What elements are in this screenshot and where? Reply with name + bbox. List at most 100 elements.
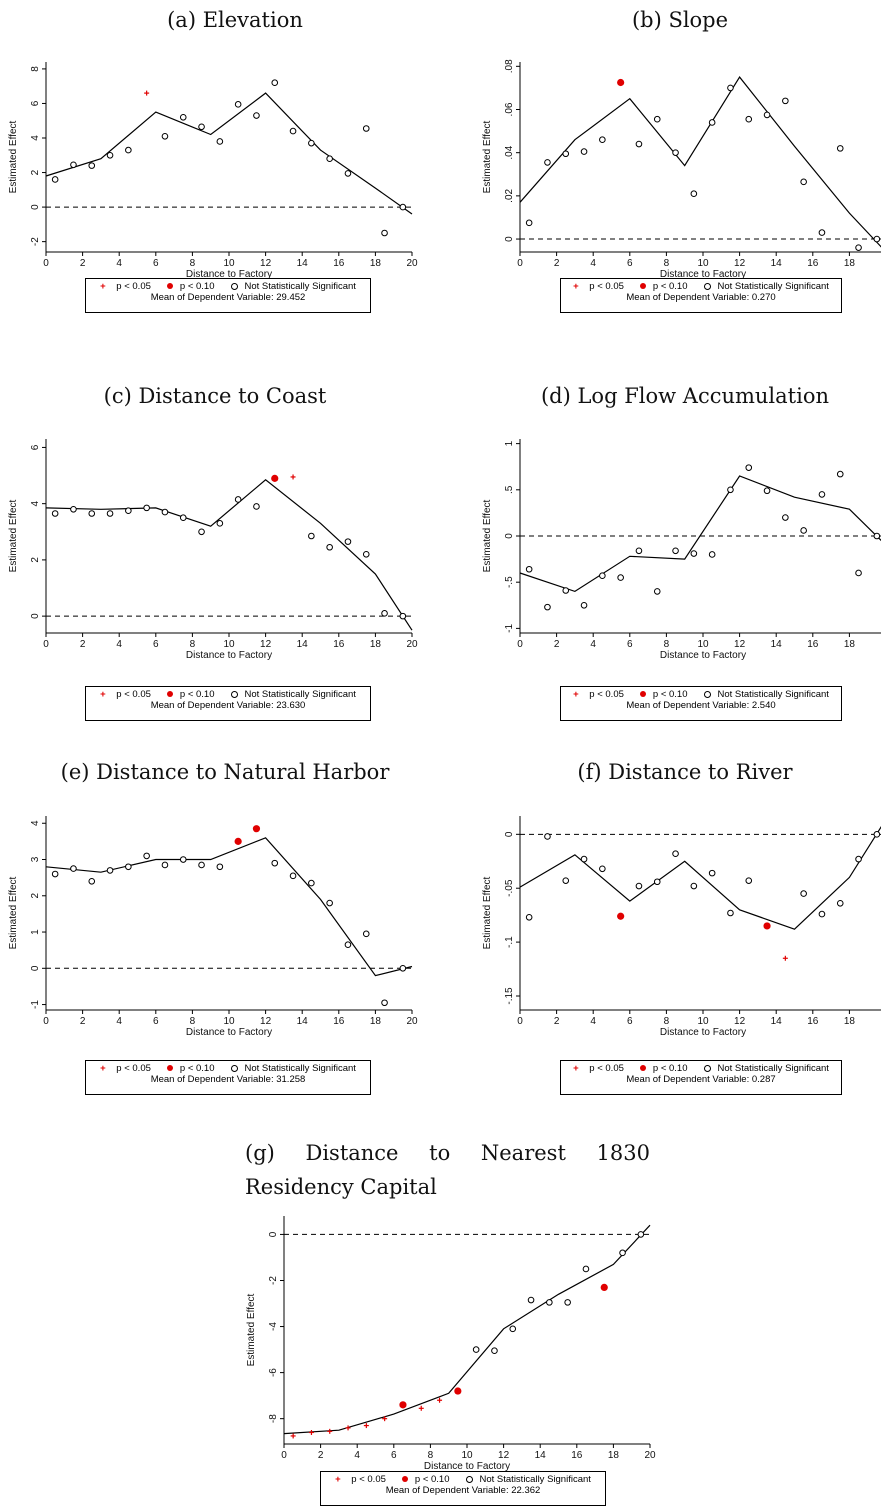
y-tick-label: -2 [268, 1276, 279, 1285]
x-tick-label: 0 [43, 639, 49, 650]
x-tick-label: 10 [223, 1016, 235, 1027]
data-point-p10 [763, 922, 771, 930]
x-tick-label: 12 [734, 1016, 746, 1027]
x-tick-label: 16 [571, 1450, 583, 1461]
x-tick-label: 4 [116, 258, 122, 269]
data-point-ns [727, 486, 734, 494]
x-tick-label: 6 [153, 639, 159, 650]
x-tick-label: 2 [80, 258, 86, 269]
y-tick-label: 0 [30, 965, 41, 971]
legend-p10: p < 0.10 [179, 281, 215, 292]
data-point-ns [635, 547, 643, 555]
legend-p10: p < 0.10 [414, 1474, 450, 1485]
plus-icon: + [573, 281, 579, 292]
legend-p05: p < 0.05 [589, 689, 624, 700]
x-tick-label: 0 [517, 639, 523, 650]
x-tick-label: 8 [428, 1450, 434, 1461]
x-tick-label: 0 [43, 258, 49, 269]
data-point-ns [782, 97, 789, 105]
data-point-ns [653, 115, 661, 123]
x-tick-label: 18 [844, 258, 856, 269]
data-point-ns [308, 139, 315, 147]
x-tick-label: 20 [406, 1016, 418, 1027]
fit-line [519, 826, 881, 930]
y-tick-label: -.1 [504, 936, 515, 948]
x-axis-title: Distance to Factory [660, 1027, 746, 1038]
x-tick-label: 12 [260, 639, 272, 650]
x-tick-label: 14 [535, 1450, 547, 1461]
legend-mean-value: 2.540 [751, 700, 776, 711]
data-point-ns [326, 543, 333, 551]
data-point-ns [216, 863, 224, 871]
data-point-ns [289, 872, 297, 880]
x-tick-label: 16 [807, 1016, 819, 1027]
x-tick-label: 10 [223, 258, 235, 269]
data-point-ns [234, 101, 242, 108]
data-point-ns [818, 491, 826, 498]
legend-mean-value: 0.270 [751, 292, 776, 303]
data-point-ns [179, 856, 187, 863]
x-tick-label: 12 [498, 1450, 510, 1461]
data-point-ns [708, 869, 716, 877]
y-tick-label: 0 [504, 533, 515, 539]
data-point-ns [308, 532, 315, 540]
data-point-ns [51, 176, 59, 183]
data-point-ns [525, 565, 533, 573]
legend-p10: p < 0.10 [652, 689, 688, 700]
data-point-ns [580, 855, 588, 863]
data-point-ns [198, 861, 205, 869]
y-axis-title: Estimated Effect [246, 1293, 257, 1366]
x-tick-label: 14 [771, 639, 783, 650]
x-axis-title: Distance to Factory [660, 269, 746, 280]
data-point-ns [51, 870, 59, 878]
legend-mean-value: 31.258 [276, 1074, 306, 1085]
x-tick-label: 14 [771, 258, 783, 269]
x-tick-label: 6 [391, 1450, 397, 1461]
data-point-ns [800, 890, 807, 897]
y-tick-label: -4 [268, 1322, 279, 1331]
x-axis-title: Distance to Factory [186, 1027, 272, 1038]
x-tick-label: 0 [517, 258, 523, 269]
data-point-ns [818, 910, 826, 918]
x-tick-label: 8 [664, 639, 670, 650]
data-point-ns [399, 203, 407, 211]
data-point-ns [51, 510, 59, 517]
x-tick-label: 18 [370, 639, 382, 650]
x-tick-label: 6 [153, 1016, 159, 1027]
x-tick-label: 6 [627, 639, 633, 650]
data-point-ns [562, 587, 570, 594]
legend-mean-value: 23.630 [276, 700, 306, 711]
data-point-ns [106, 867, 114, 874]
data-point-ns [672, 547, 679, 555]
x-tick-label: 6 [627, 258, 633, 269]
legend-mean-value: 29.452 [276, 292, 306, 303]
x-tick-label: 12 [260, 1016, 272, 1027]
data-point-ns [855, 569, 862, 577]
legend-ns: Not Statistically Significant [479, 1474, 591, 1485]
data-point-ns [635, 140, 643, 148]
x-tick-label: 6 [153, 258, 159, 269]
data-point-ns [472, 1346, 480, 1353]
y-tick-label: .04 [504, 145, 515, 159]
y-axis-title: Estimated Effect [482, 876, 493, 949]
x-tick-label: 2 [554, 639, 560, 650]
data-point-p05 [437, 1397, 443, 1403]
filled-dot-icon [166, 1065, 173, 1072]
y-tick-label: -1 [504, 624, 515, 633]
data-point-ns [782, 514, 789, 521]
x-tick-label: 10 [461, 1450, 473, 1461]
legend-p05: p < 0.05 [116, 281, 151, 292]
x-tick-label: 10 [697, 639, 709, 650]
x-tick-label: 2 [80, 1016, 86, 1027]
data-point-ns [745, 877, 753, 884]
data-point-ns [836, 470, 844, 478]
panel-title-a: (a) Elevation [167, 8, 303, 32]
x-tick-label: 8 [664, 258, 670, 269]
fit-line [519, 76, 881, 248]
data-point-ns [672, 850, 679, 858]
filled-dot-icon [639, 691, 646, 698]
y-tick-label: 0 [30, 613, 41, 619]
fit-line [45, 92, 413, 215]
data-point-ns [745, 464, 753, 471]
x-tick-label: 2 [554, 258, 560, 269]
